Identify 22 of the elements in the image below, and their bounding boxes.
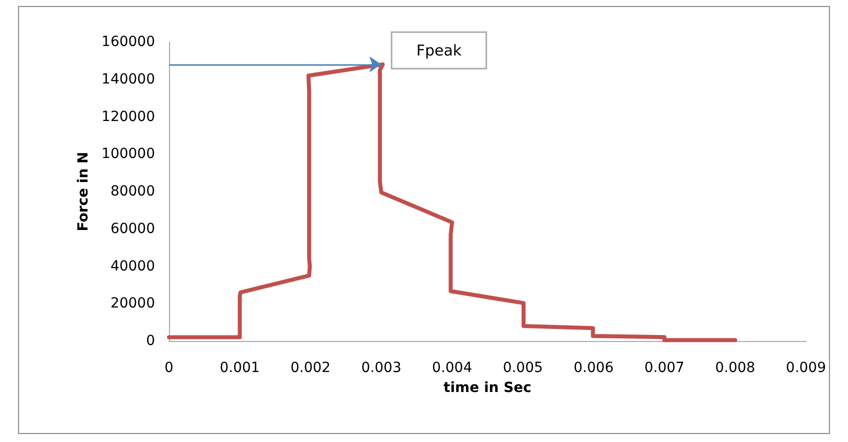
- y-tick-label: 40000: [110, 258, 155, 274]
- x-tick-label: 0: [164, 360, 174, 376]
- x-tick-label: 0.005: [502, 360, 543, 376]
- x-axis-title: time in Sec: [443, 380, 532, 396]
- y-tick-label: 20000: [110, 296, 155, 312]
- y-tick-label: 0: [146, 333, 155, 349]
- x-tick-label: 0.003: [361, 360, 402, 376]
- x-tick-label: 0.006: [574, 360, 614, 376]
- annotation: Fpeak: [416, 41, 462, 60]
- y-tick-label: 80000: [110, 184, 155, 200]
- y-tick-label: 60000: [110, 220, 155, 237]
- y-tick-label: 140000: [102, 71, 155, 88]
- x-tick-label: 0.008: [715, 360, 756, 376]
- x-tick-label: 0.009: [786, 360, 826, 376]
- y-tick-label: 160000: [102, 34, 155, 50]
- y-tick-label: 100000: [102, 146, 155, 162]
- x-tick-label: 0.002: [290, 360, 331, 376]
- x-tick-label: 0.004: [432, 360, 472, 376]
- y-tick-label: 120000: [102, 108, 155, 125]
- y-axis-title: Force in N: [76, 152, 92, 232]
- x-tick-label: 0.001: [220, 360, 260, 376]
- x-tick-label: 0.007: [644, 360, 684, 376]
